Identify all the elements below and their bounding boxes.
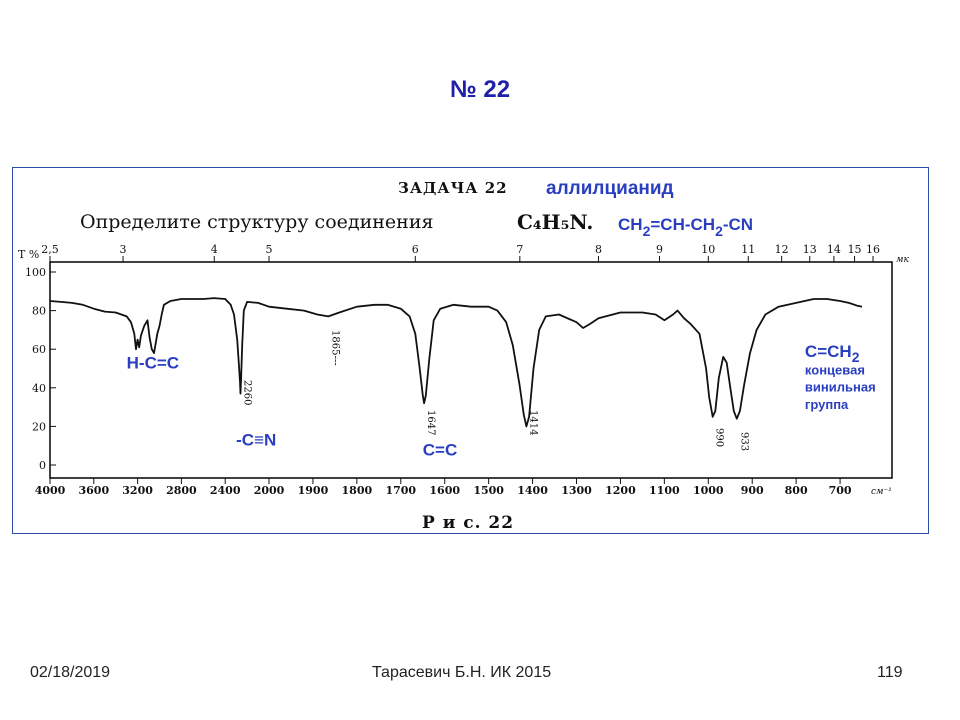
compound-name: аллилцианид — [546, 178, 674, 199]
band-annotation: концевая — [805, 362, 865, 377]
x-tick-label: 1200 — [605, 484, 636, 497]
spectrum-panel — [12, 167, 929, 534]
formula-part-1: CH — [618, 215, 643, 234]
x-tick-label: 1600 — [429, 484, 460, 497]
x-axis-unit: см⁻¹ — [871, 487, 892, 497]
footer-date: 02/18/2019 — [30, 664, 111, 681]
top-tick-label: 2,5 — [41, 243, 59, 256]
x-tick-label: 1000 — [693, 484, 724, 497]
x-axis: 4000 3600 3200 2800 2400 2000 1900 1800 1700 1600… — [35, 478, 852, 497]
x-tick-label: 900 — [741, 484, 764, 497]
top-tick-label: 15 — [848, 243, 862, 256]
y-tick-label: 80 — [32, 305, 46, 318]
task-text: Определите структуру соединения — [80, 211, 433, 233]
formula-part-3: -CN — [723, 215, 753, 234]
structure-formula: CH2=CH-CH2-CN — [618, 215, 753, 239]
task-label: ЗАДАЧА 22 — [398, 179, 508, 197]
top-tick-label: 14 — [827, 243, 841, 256]
band-annotation: H-C=C — [127, 354, 179, 373]
top-tick-label: 6 — [412, 243, 419, 256]
top-tick-label: 11 — [741, 243, 755, 256]
top-tick-label: 5 — [266, 243, 273, 256]
figure-caption: Р и с. 22 — [422, 513, 514, 533]
top-tick-label: 12 — [775, 243, 789, 256]
x-tick-label: 800 — [785, 484, 808, 497]
top-axis: 2,5 3 4 5 6 7 8 9 10 11 12 13 14 15 16 — [41, 243, 880, 262]
x-tick-label: 2000 — [254, 484, 285, 497]
x-tick-label: 1400 — [517, 484, 548, 497]
band-annotation: группа — [805, 397, 849, 412]
top-axis-unit: мк — [896, 255, 909, 265]
top-tick-label: 16 — [866, 243, 880, 256]
footer-author: Тарасевич Б.Н. ИК 2015 — [372, 664, 552, 681]
top-tick-label: 8 — [595, 243, 602, 256]
x-tick-label: 2800 — [166, 484, 197, 497]
x-tick-label: 1100 — [649, 484, 680, 497]
y-tick-label: 20 — [32, 420, 46, 433]
y-tick-label: 100 — [25, 266, 46, 279]
y-axis-label: T % — [18, 248, 39, 261]
peak-label: 1647 — [425, 410, 436, 435]
footer-page-number: 119 — [877, 664, 903, 681]
x-tick-label: 1300 — [561, 484, 592, 497]
peak-label: 933 — [739, 432, 750, 451]
spectrum-line-1 — [49, 297, 863, 428]
top-tick-label: 3 — [120, 243, 127, 256]
peak-label: 990 — [714, 428, 725, 447]
x-tick-label: 1500 — [473, 484, 504, 497]
top-tick-label: 10 — [701, 243, 715, 256]
x-tick-label: 3200 — [122, 484, 153, 497]
top-tick-label: 4 — [211, 243, 218, 256]
molecular-formula: C₄H₅N. — [517, 210, 593, 234]
y-tick-label: 60 — [32, 343, 46, 356]
x-tick-label: 4000 — [35, 484, 66, 497]
x-tick-label: 1700 — [385, 484, 416, 497]
peak-labels: 2260 1865--- 1647 1414 990 933 — [242, 330, 750, 451]
top-tick-label: 7 — [516, 243, 523, 256]
x-tick-label: 700 — [829, 484, 852, 497]
peak-label: 2260 — [242, 380, 253, 405]
band-annotation: винильная — [805, 380, 876, 395]
x-tick-label: 1900 — [298, 484, 329, 497]
band-annotation: C=C — [423, 440, 457, 459]
x-tick-label: 2400 — [210, 484, 241, 497]
formula-part-2: =CH-CH — [650, 215, 715, 234]
y-axis: 0 20 40 60 80 100 — [25, 266, 56, 472]
spectrum-series — [49, 297, 863, 428]
x-tick-label: 1800 — [342, 484, 373, 497]
formula-sub-2: 2 — [715, 223, 723, 239]
plot-frame — [49, 261, 893, 479]
top-tick-label: 9 — [656, 243, 663, 256]
band-annotation: C=CH2 — [805, 342, 860, 365]
x-tick-label: 3600 — [78, 484, 109, 497]
top-tick-label: 13 — [803, 243, 817, 256]
band-annotation: -C≡N — [236, 431, 276, 450]
y-tick-label: 40 — [32, 382, 46, 395]
peak-label: 1865--- — [329, 330, 340, 366]
formula-sub-1: 2 — [643, 223, 651, 239]
slide-title: № 22 — [449, 76, 511, 103]
y-tick-label: 0 — [39, 459, 46, 472]
peak-label: 1414 — [527, 410, 538, 435]
